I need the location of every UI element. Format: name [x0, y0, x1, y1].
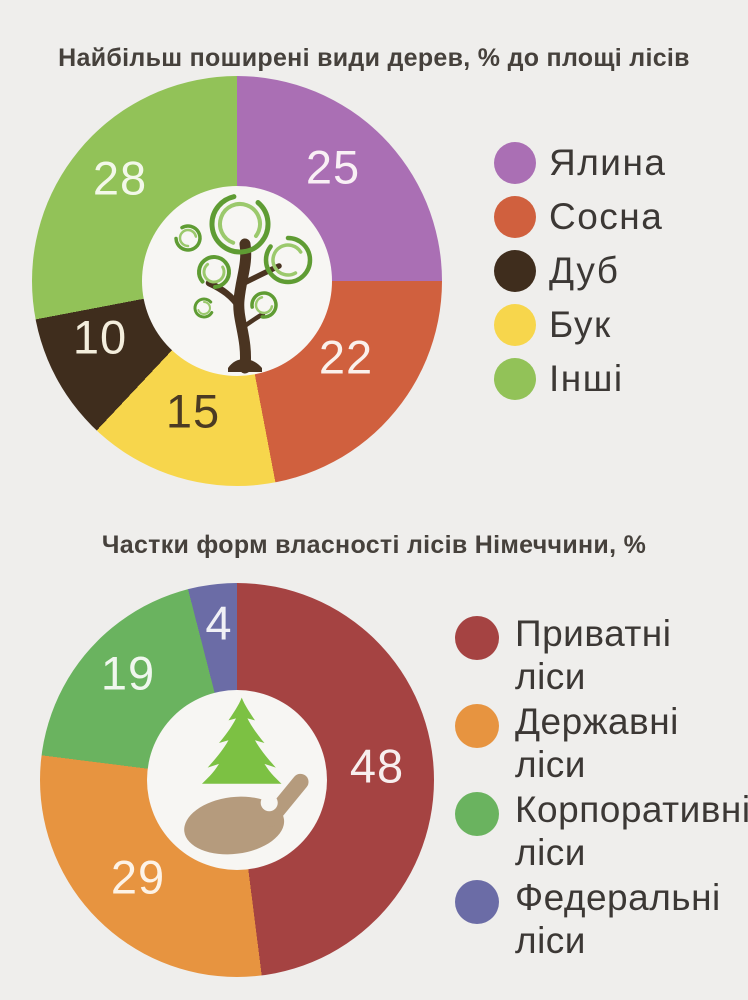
legend-item: Бук: [494, 298, 667, 352]
slice-value-label: 48: [349, 739, 405, 793]
legend-label: Дуб: [549, 250, 620, 291]
donut1-hole: [142, 186, 332, 376]
legend-dot: [494, 250, 536, 292]
slice-value-label: 15: [165, 384, 221, 438]
legend-label: Корпоративні ліси: [515, 789, 748, 873]
slice-value-label: 4: [205, 596, 233, 650]
legend-dot: [455, 880, 499, 924]
tree-icon: [174, 193, 313, 374]
slice-value-label: 22: [318, 330, 374, 384]
legend-label: Федеральні ліси: [515, 877, 721, 961]
donut2-hole: [147, 690, 327, 870]
legend-item: Сосна: [494, 190, 667, 244]
forest-ownership-donut: 48 29 19 4: [40, 583, 434, 977]
chart2-title: Частки форм власності лісів Німеччини, %: [101, 530, 647, 559]
legend-dot: [494, 142, 536, 184]
hand-tree-icon: [184, 697, 309, 855]
legend-label: Бук: [549, 304, 612, 345]
legend-label: Державні ліси: [515, 701, 679, 785]
legend-dot: [494, 358, 536, 400]
legend-item: Корпоративні ліси: [455, 788, 748, 874]
legend-dot: [494, 304, 536, 346]
chart2-legend: Приватні ліси Державні ліси Корпоративні…: [455, 612, 748, 964]
legend-dot: [455, 704, 499, 748]
legend-dot: [494, 196, 536, 238]
legend-dot: [455, 616, 499, 660]
legend-item: Приватні ліси: [455, 612, 748, 698]
slice-value-label: 10: [72, 310, 128, 364]
legend-item: Дуб: [494, 244, 667, 298]
legend-item: Ялина: [494, 136, 667, 190]
legend-dot: [455, 792, 499, 836]
legend-label: Приватні ліси: [515, 613, 672, 697]
legend-item: Федеральні ліси: [455, 876, 748, 962]
slice-value-label: 25: [305, 140, 361, 194]
chart1-legend: Ялина Сосна Дуб Бук Інші: [494, 136, 667, 406]
legend-label: Ялина: [549, 142, 667, 183]
chart1-title: Найбільш поширені види дерев, % до площі…: [58, 43, 690, 72]
legend-item: Державні ліси: [455, 700, 748, 786]
legend-item: Інші: [494, 352, 667, 406]
slice-value-label: 28: [92, 151, 148, 205]
legend-label: Сосна: [549, 196, 664, 237]
legend-label: Інші: [549, 358, 624, 399]
tree-species-donut: 25 22 15 10 28: [32, 76, 442, 486]
slice-value-label: 29: [110, 850, 166, 904]
slice-value-label: 19: [100, 646, 156, 700]
